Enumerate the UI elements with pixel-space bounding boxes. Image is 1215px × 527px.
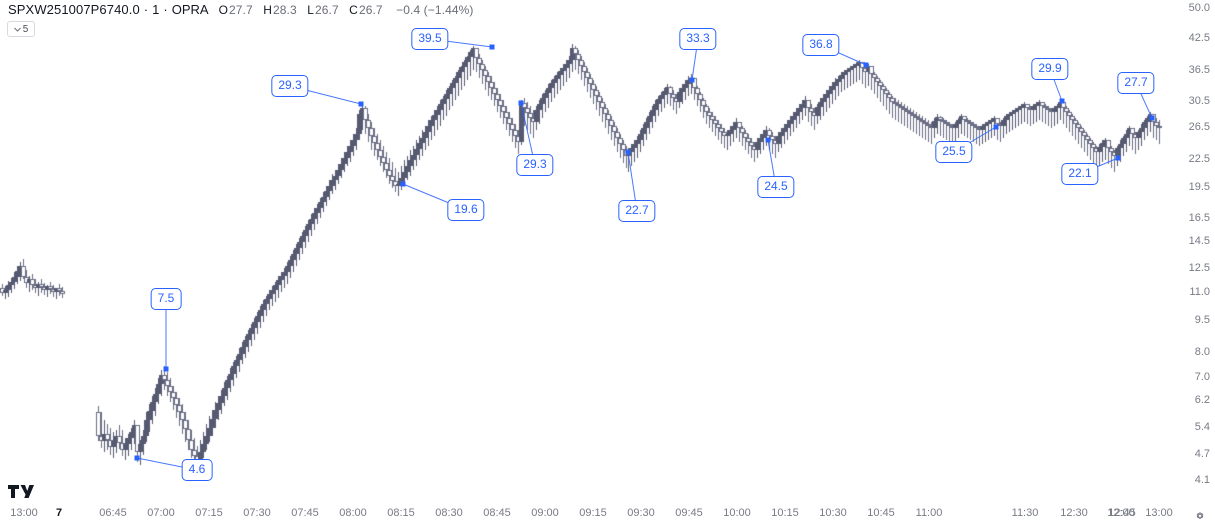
price-annotation-label[interactable]: 36.8 — [802, 34, 840, 56]
price-axis-tick: 12.5 — [1188, 262, 1210, 274]
time-axis[interactable]: 13:00 7 06:45 07:00 07:15 07:30 07:45 08:00 08:1… — [0, 500, 1215, 527]
price-axis-tick: 36.5 — [1188, 64, 1210, 76]
time-axis-tick: 09:30 — [627, 507, 655, 519]
time-axis-tick: 09:00 — [531, 507, 559, 519]
price-annotation-label[interactable]: 33.3 — [679, 28, 717, 50]
tradingview-logo[interactable] — [8, 484, 34, 500]
time-axis-tick: 10:15 — [771, 507, 799, 519]
price-axis[interactable]: 50.0 42.5 36.5 30.5 26.5 22.5 19.5 16.5 14.5 12.5… — [1171, 0, 1215, 511]
time-axis-tick: 10:45 — [867, 507, 895, 519]
time-axis-tick: 07:45 — [291, 507, 319, 519]
price-axis-tick: 5.4 — [1194, 421, 1210, 433]
price-axis-tick: 22.5 — [1188, 153, 1210, 165]
price-annotation-label[interactable]: 29.9 — [1031, 58, 1069, 80]
price-axis-tick: 4.7 — [1194, 448, 1210, 460]
annotation-labels: 7.5 4.6 29.3 19.6 39.5 29.3 22.7 33.3 24.5 36.8 25… — [150, 28, 1155, 481]
price-annotation-label[interactable]: 24.5 — [757, 176, 795, 198]
time-axis-tick: 12:45 — [1108, 507, 1136, 519]
gear-icon[interactable] — [1193, 509, 1207, 523]
price-axis-tick: 8.0 — [1194, 346, 1210, 358]
time-axis-tick: 10:30 — [819, 507, 847, 519]
price-axis-tick: 11.0 — [1189, 286, 1210, 298]
price-annotation-label[interactable]: 4.6 — [181, 459, 213, 481]
time-axis-tick: 08:00 — [339, 507, 367, 519]
price-annotation-label[interactable]: 27.7 — [1117, 72, 1155, 94]
time-axis-tick: 7 — [55, 507, 63, 519]
time-axis-tick: 08:30 — [435, 507, 463, 519]
price-axis-tick: 42.5 — [1188, 32, 1210, 44]
price-annotation-label[interactable]: 25.5 — [935, 141, 973, 163]
time-axis-tick: 12:30 — [1060, 507, 1088, 519]
price-axis-tick: 7.0 — [1194, 371, 1210, 383]
candlestick-series — [0, 0, 1171, 500]
price-axis-tick: 19.5 — [1188, 181, 1210, 193]
price-annotation-label[interactable]: 29.3 — [516, 154, 554, 176]
time-axis-tick: 12:00 — [1107, 507, 1135, 519]
price-axis-tick: 30.5 — [1188, 95, 1210, 107]
price-axis-tick: 26.5 — [1188, 121, 1210, 133]
price-axis-tick: 16.5 — [1188, 212, 1210, 224]
time-axis-tick: 11:30 — [1011, 507, 1039, 519]
price-axis-tick: 14.5 — [1188, 235, 1210, 247]
time-axis-tick: 07:15 — [195, 507, 223, 519]
chart-plot-area[interactable]: 7.5 4.6 29.3 19.6 39.5 29.3 22.7 33.3 24.5 36.8 25… — [0, 0, 1171, 500]
price-annotation-label[interactable]: 7.5 — [150, 288, 182, 310]
price-annotation-label[interactable]: 29.3 — [271, 75, 309, 97]
time-axis-tick: 11:00 — [915, 507, 943, 519]
time-axis-tick: 08:45 — [483, 507, 511, 519]
time-axis-tick: 10:00 — [723, 507, 751, 519]
time-axis-tick: 09:45 — [675, 507, 703, 519]
price-axis-tick: 6.2 — [1194, 394, 1210, 406]
price-annotation-label[interactable]: 22.7 — [618, 200, 656, 222]
time-axis-tick: 09:15 — [579, 507, 607, 519]
price-annotation-label[interactable]: 39.5 — [411, 28, 449, 50]
price-annotation-label[interactable]: 22.1 — [1061, 163, 1099, 185]
time-axis-tick: 13:00 — [1145, 507, 1173, 519]
price-annotation-label[interactable]: 19.6 — [447, 199, 485, 221]
time-axis-tick: 07:00 — [147, 507, 175, 519]
time-axis-tick: 13:00 — [10, 507, 38, 519]
price-axis-tick: 9.5 — [1194, 314, 1210, 326]
price-axis-tick: 4.1 — [1194, 474, 1210, 486]
time-axis-tick: 06:45 — [99, 507, 127, 519]
time-axis-tick: 08:15 — [387, 507, 415, 519]
time-axis-tick: 07:30 — [243, 507, 271, 519]
price-axis-tick: 50.0 — [1188, 2, 1210, 14]
